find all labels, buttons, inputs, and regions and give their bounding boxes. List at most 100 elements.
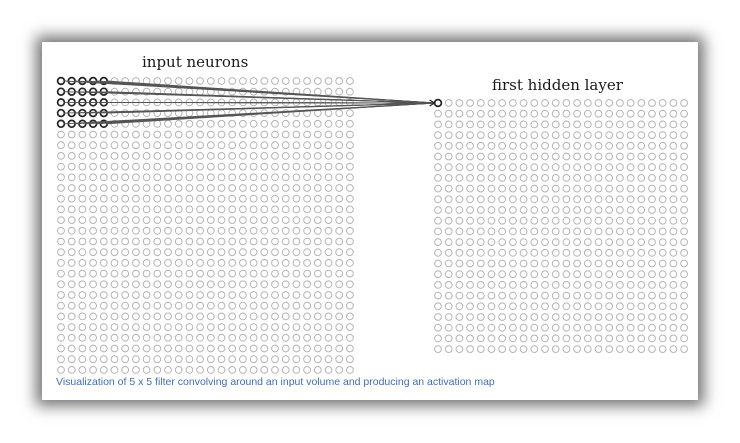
input-neuron <box>132 162 140 171</box>
input-neuron <box>121 291 130 299</box>
input-neuron <box>303 269 312 278</box>
hidden-neuron <box>626 152 635 161</box>
input-neuron <box>346 248 354 257</box>
input-neuron <box>260 248 269 257</box>
input-neuron <box>57 248 65 257</box>
input-neuron <box>281 141 290 150</box>
hidden-neuron <box>519 206 528 214</box>
hidden-neuron <box>509 323 517 332</box>
hidden-neuron <box>541 227 549 236</box>
hidden-neuron <box>434 206 442 214</box>
input-neuron <box>132 280 140 289</box>
hidden-neuron <box>648 334 656 343</box>
input-neuron <box>67 312 76 321</box>
hidden-neuron <box>551 152 560 161</box>
hidden-neuron <box>680 152 688 161</box>
hidden-neuron <box>605 302 614 311</box>
hidden-neuron <box>509 345 517 354</box>
hidden-neuron <box>583 313 592 321</box>
hidden-neuron <box>594 99 603 107</box>
hidden-neuron <box>455 334 464 343</box>
hidden-neuron <box>648 99 656 107</box>
hidden-neuron <box>509 334 517 343</box>
input-neuron <box>132 344 140 353</box>
hidden-neuron <box>551 345 560 354</box>
input-neuron <box>67 205 76 214</box>
input-neuron <box>132 355 140 364</box>
input-neuron <box>67 184 76 192</box>
hidden-neuron <box>530 163 539 172</box>
input-neuron <box>303 291 312 299</box>
hidden-neuron <box>669 216 678 225</box>
input-neuron <box>78 312 87 321</box>
hidden-neuron <box>551 291 560 300</box>
input-neuron <box>164 237 172 246</box>
input-neuron <box>228 173 237 182</box>
input-neuron <box>206 312 215 321</box>
input-neuron <box>153 152 162 160</box>
input-neuron <box>99 226 108 235</box>
hidden-neuron <box>669 184 678 193</box>
input-neuron <box>281 77 290 85</box>
hidden-neuron <box>669 291 678 300</box>
input-neuron <box>121 269 130 278</box>
input-neuron <box>89 205 97 214</box>
hidden-neuron <box>648 248 656 257</box>
hidden-neuron <box>594 141 603 150</box>
input-neuron <box>164 141 172 150</box>
hidden-neuron <box>680 184 688 193</box>
hidden-neuron <box>626 291 635 300</box>
input-neuron <box>185 344 194 353</box>
hidden-neuron <box>648 163 656 172</box>
input-neuron <box>281 323 290 332</box>
input-neuron <box>121 301 130 310</box>
hidden-neuron <box>562 163 571 172</box>
input-neuron <box>239 77 247 85</box>
hidden-neuron <box>509 281 517 289</box>
hidden-neuron <box>530 345 539 354</box>
hidden-neuron <box>476 302 485 311</box>
input-neuron <box>78 130 87 139</box>
hidden-neuron <box>498 109 507 118</box>
input-neuron <box>249 237 258 246</box>
input-neuron <box>292 280 301 289</box>
hidden-neuron <box>637 163 646 172</box>
hidden-neuron <box>562 174 571 182</box>
input-neuron <box>174 119 183 128</box>
input-neuron <box>260 269 269 278</box>
hidden-neuron <box>434 109 442 118</box>
input-neuron <box>324 355 333 364</box>
input-neuron <box>174 355 183 364</box>
hidden-neuron <box>487 238 496 247</box>
input-neuron <box>292 323 301 332</box>
hidden-neuron <box>648 195 656 204</box>
input-neuron <box>292 333 301 342</box>
input-neuron <box>164 323 172 332</box>
hidden-neuron <box>519 313 528 321</box>
input-neuron <box>346 333 354 342</box>
input-neuron <box>153 109 162 117</box>
input-neuron <box>99 173 108 182</box>
input-neuron <box>78 344 87 353</box>
input-neuron <box>206 333 215 342</box>
input-neuron <box>174 237 183 246</box>
connection-line <box>107 91 435 104</box>
input-neuron <box>335 312 344 321</box>
hidden-neuron <box>476 323 485 332</box>
hidden-neuron <box>498 141 507 150</box>
input-neuron <box>185 194 194 203</box>
hidden-neuron <box>605 259 614 268</box>
hidden-neuron <box>509 248 517 257</box>
input-neuron <box>239 119 247 128</box>
input-neuron <box>346 226 354 235</box>
hidden-neuron <box>530 281 539 289</box>
hidden-neuron <box>648 120 656 129</box>
input-neuron <box>313 173 322 182</box>
hidden-neuron <box>466 270 475 279</box>
hidden-neuron <box>530 238 539 247</box>
input-neuron <box>335 109 344 117</box>
hidden-neuron <box>658 248 667 257</box>
input-neuron <box>99 291 108 299</box>
hidden-neuron <box>573 270 581 279</box>
input-neuron <box>249 355 258 364</box>
